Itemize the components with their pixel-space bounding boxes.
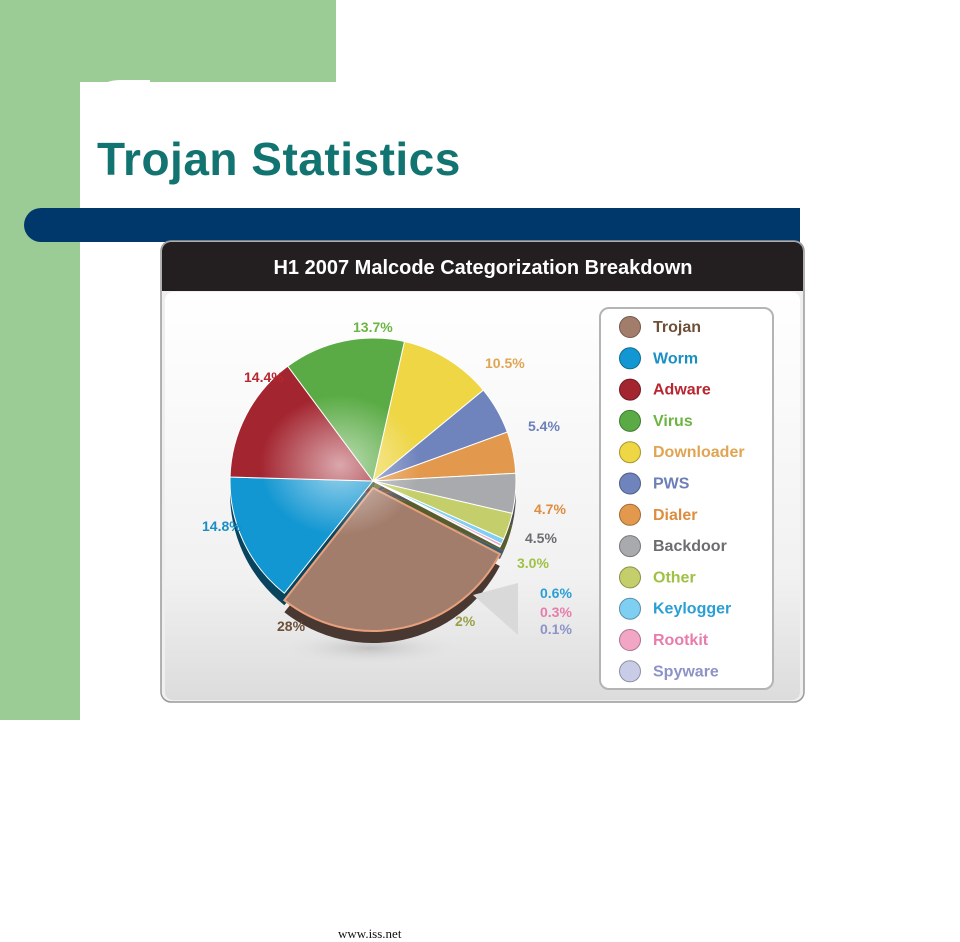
- legend-label-trojan: Trojan: [653, 319, 701, 336]
- legend-box: [599, 307, 774, 690]
- legend-label-virus: Virus: [653, 413, 693, 430]
- legend-swatch-backdoor: [619, 535, 641, 558]
- data-label-backdoor: 4.5%: [525, 530, 557, 546]
- legend-label-adware: Adware: [653, 382, 711, 399]
- legend-swatch-pws: [619, 472, 641, 495]
- source-credit: www.iss.net: [338, 926, 402, 942]
- legend: Trojan Worm Adware Virus Downloader PWS Dialer…: [619, 316, 745, 683]
- data-label-trojan: 28%: [277, 618, 306, 634]
- pie-labels: 28% 14.8% 14.4% 13.7% 10.5% 5.4% 4.7% 4.5% 3.0% 0…: [202, 319, 572, 637]
- small-slice-callout: [473, 583, 518, 635]
- legend-label-spyware: Spyware: [653, 663, 719, 680]
- pie-sheen: [260, 395, 420, 535]
- title-underline-bar: [24, 208, 800, 242]
- data-label-virus: 13.7%: [353, 319, 393, 335]
- content-corner: [80, 80, 150, 150]
- legend-swatch-worm: [619, 347, 641, 370]
- legend-label-dialer: Dialer: [653, 507, 697, 524]
- legend-swatch-keylogger: [619, 597, 641, 620]
- pie-floor-shadow: [275, 630, 465, 666]
- legend-label-other: Other: [653, 569, 696, 586]
- data-label-pws: 5.4%: [528, 418, 560, 434]
- data-label-rootkit: 0.3%: [540, 604, 572, 620]
- legend-label-rootkit: Rootkit: [653, 632, 709, 649]
- legend-swatch-other: [619, 566, 641, 589]
- legend-swatch-spyware: [619, 660, 641, 683]
- data-label-other: 3.0%: [517, 555, 549, 571]
- legend-label-downloader: Downloader: [653, 444, 745, 461]
- legend-swatch-downloader: [619, 441, 641, 464]
- chart-header-base: [162, 275, 803, 291]
- pie-slice-trojan: [282, 486, 502, 633]
- legend-label-worm: Worm: [653, 350, 698, 367]
- data-label-adware: 14.4%: [244, 369, 284, 385]
- legend-swatch-dialer: [619, 503, 641, 526]
- legend-label-backdoor: Backdoor: [653, 538, 727, 555]
- data-label-keylogger: 0.6%: [540, 585, 572, 601]
- data-label-dialer: 4.7%: [534, 501, 566, 517]
- legend-swatch-virus: [619, 409, 641, 432]
- legend-swatch-rootkit: [619, 629, 641, 651]
- data-label-spyware: 0.1%: [540, 621, 572, 637]
- legend-swatch-trojan: [619, 316, 641, 338]
- data-label-small-slices-sum: 2%: [455, 613, 476, 629]
- legend-swatch-adware: [619, 378, 641, 401]
- data-label-worm: 14.8%: [202, 518, 242, 534]
- data-label-downloader: 10.5%: [485, 355, 525, 371]
- chart-title: H1 2007 Malcode Categorization Breakdown: [273, 257, 692, 279]
- accent-strip-left: [0, 0, 80, 720]
- legend-label-pws: PWS: [653, 476, 690, 493]
- legend-label-keylogger: Keylogger: [653, 601, 731, 618]
- pie-chart: H1 2007 Malcode Categorization Breakdown…: [160, 240, 805, 703]
- slide-title: Trojan Statistics: [97, 133, 461, 185]
- chart-frame: H1 2007 Malcode Categorization Breakdown…: [160, 240, 805, 942]
